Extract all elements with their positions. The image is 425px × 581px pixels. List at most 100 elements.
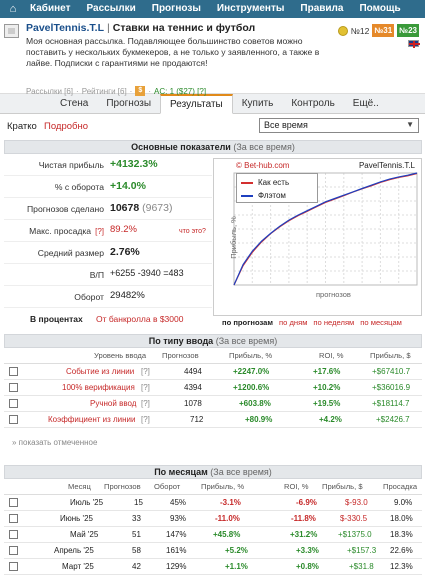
tab-wall[interactable]: Стена <box>60 98 89 109</box>
tab-more[interactable]: Ещё.. <box>352 98 379 109</box>
legend-item-actual: Как есть <box>241 178 289 187</box>
col-turnover[interactable]: Оборот <box>154 482 181 491</box>
rank-number: №12 <box>350 25 370 36</box>
help-link[interactable]: [?] <box>141 367 150 376</box>
granularity-days[interactable]: по дням <box>279 318 308 327</box>
by-type-header: По типу ввода (За все время) <box>4 334 422 348</box>
roi-value: +0.8% <box>296 562 319 571</box>
brief-view-option[interactable]: Кратко <box>7 121 37 132</box>
turnover-value: 147% <box>166 530 187 539</box>
stat-label: Прогнозов сделано <box>27 204 104 214</box>
profit-usd: $-93.0 <box>345 498 368 507</box>
col-forecasts[interactable]: Прогнозов <box>104 482 141 491</box>
granularity-months[interactable]: по месяцам <box>360 318 402 327</box>
ac-indicator[interactable]: AC: 1 ($27) [?] <box>154 86 207 96</box>
col-profit-usd[interactable]: Прибыль, $ <box>322 482 363 491</box>
tab-forecasts[interactable]: Прогнозы <box>106 98 152 109</box>
granularity-forecasts[interactable]: по прогнозам <box>222 318 274 327</box>
mailings-link[interactable]: Рассылки [6] <box>26 86 74 96</box>
what-is-it-link[interactable]: что это? <box>179 228 206 235</box>
drawdown-value: 22.6% <box>390 546 413 555</box>
col-input-level[interactable]: Уровень ввода <box>94 351 147 360</box>
nav-mailings[interactable]: Рассылки <box>86 3 136 14</box>
stat-value: 10678 (9673) <box>110 202 172 214</box>
ratings-link[interactable]: Рейтинги [6] <box>81 86 127 96</box>
stat-label: % с оборота <box>54 182 104 192</box>
row-checkbox[interactable] <box>9 498 18 507</box>
stat-value: 89.2% <box>110 224 137 235</box>
profit-pct: +2247.0% <box>233 367 270 376</box>
stat-value: +4132.3% <box>110 158 158 170</box>
period-select[interactable]: Все время ▼ <box>259 118 419 133</box>
row-checkbox[interactable] <box>9 415 18 424</box>
input-type-name[interactable]: 100% верификация <box>62 383 135 392</box>
nav-cabinet[interactable]: Кабинет <box>30 3 71 14</box>
chart-y-axis-label: Прибыль, % <box>228 216 238 259</box>
stat-label: Макс. просадка [?] <box>29 226 104 236</box>
rank-badge-green[interactable]: №23 <box>397 24 419 37</box>
help-link[interactable]: [?] <box>95 227 104 236</box>
month-name: Июль '25 <box>70 498 104 507</box>
show-marked-link[interactable]: » показать отмеченное <box>12 438 98 447</box>
row-checkbox[interactable] <box>9 399 18 408</box>
dollar-icon[interactable]: $ <box>135 86 146 96</box>
col-month[interactable]: Месяц <box>68 482 91 491</box>
main-stats-title: Основные показатели <box>131 142 231 152</box>
uk-flag-icon[interactable] <box>408 40 420 48</box>
col-profit-usd[interactable]: Прибыль, $ <box>370 351 411 360</box>
table-row: Март '25 42 129% +1.1% +0.8% +$31.8 12.3… <box>4 559 422 575</box>
row-checkbox[interactable] <box>9 562 18 571</box>
table-row: Июнь '25 33 93% -11.0% -11.8% $-330.5 18… <box>4 511 422 527</box>
roi-value: +10.2% <box>313 383 341 392</box>
col-drawdown[interactable]: Просадка <box>383 482 418 491</box>
turnover-value: 129% <box>166 562 187 571</box>
forecast-count: 1078 <box>184 399 202 408</box>
home-icon[interactable]: ⌂ <box>9 3 17 15</box>
avatar <box>4 24 19 38</box>
forecast-count: 4394 <box>184 383 202 392</box>
detailed-view-link[interactable]: Подробно <box>44 121 88 132</box>
nav-rules[interactable]: Правила <box>300 3 344 14</box>
profile-name[interactable]: PavelTennis.T.L <box>26 22 104 34</box>
row-checkbox[interactable] <box>9 530 18 539</box>
forecast-count: 42 <box>132 562 141 571</box>
nav-forecasts[interactable]: Прогнозы <box>151 3 201 14</box>
month-name: Март '25 <box>62 562 94 571</box>
tab-buy[interactable]: Купить <box>241 98 274 109</box>
row-checkbox[interactable] <box>9 514 18 523</box>
col-profit-pct[interactable]: Прибыль, % <box>229 351 273 360</box>
input-type-name[interactable]: Событие из линии <box>66 367 135 376</box>
row-checkbox[interactable] <box>9 367 18 376</box>
main-stats-header: Основные показатели (За все время) <box>4 140 422 154</box>
chart-brand: © Bet-hub.com <box>236 161 290 170</box>
help-link[interactable]: [?] <box>141 399 150 408</box>
bankroll-link[interactable]: От банкролла в $3000 <box>96 314 184 324</box>
input-type-name[interactable]: Ручной ввод <box>90 399 137 408</box>
nav-help[interactable]: Помощь <box>359 3 401 14</box>
granularity-weeks[interactable]: по неделям <box>313 318 355 327</box>
table-row: Июль '25 15 45% -3.1% -6.9% $-93.0 9.0% <box>4 495 422 511</box>
input-type-name[interactable]: Коэффициент из линии <box>48 415 136 424</box>
drawdown-value: 18.0% <box>390 514 413 523</box>
nav-tools[interactable]: Инструменты <box>216 3 285 14</box>
help-link[interactable]: [?] <box>141 383 150 392</box>
stat-value-main: 10678 <box>110 202 140 214</box>
profit-usd: +$67410.7 <box>372 367 411 376</box>
help-link[interactable]: [?] <box>141 415 150 424</box>
row-checkbox[interactable] <box>9 383 18 392</box>
col-roi[interactable]: ROI, % <box>319 351 344 360</box>
col-profit-pct[interactable]: Прибыль, % <box>201 482 245 491</box>
forecast-count: 4494 <box>184 367 202 376</box>
tab-results[interactable]: Результаты <box>160 94 233 114</box>
col-roi[interactable]: ROI, % <box>284 482 309 491</box>
col-forecasts[interactable]: Прогнозов <box>162 351 199 360</box>
tab-control[interactable]: Контроль <box>291 98 335 109</box>
drawdown-value: 12.3% <box>390 562 413 571</box>
stat-label: Средний размер <box>37 248 104 258</box>
by-month-table: По месяцам (За все время) Месяц Прогнозо… <box>4 465 422 575</box>
main-stats-block: Основные показатели (За все время) Чиста… <box>4 140 422 330</box>
profit-pct: +1.1% <box>225 562 248 571</box>
rank-badge-orange[interactable]: №31 <box>372 24 395 37</box>
row-checkbox[interactable] <box>9 546 18 555</box>
roi-value: -6.9% <box>296 498 317 507</box>
